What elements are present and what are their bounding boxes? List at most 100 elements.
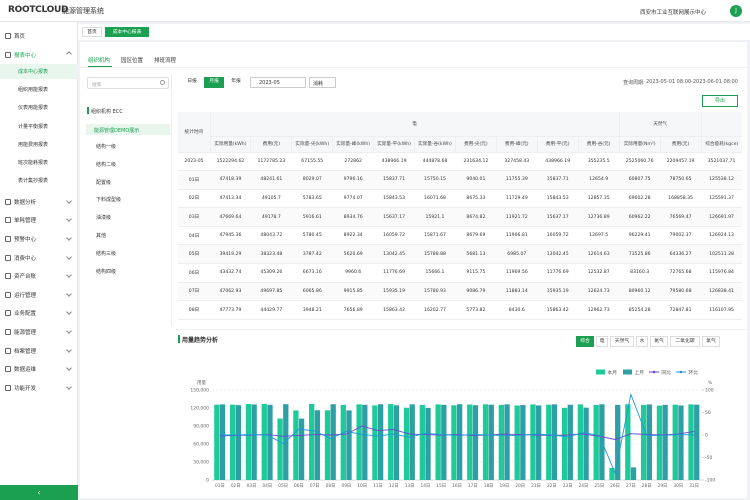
org-name[interactable]: 西安市工业互联网展示中心 — [640, 8, 706, 16]
submenu-label: 组织用能报表 — [18, 86, 48, 93]
submenu-label: 仪表用能报表 — [18, 104, 48, 111]
submenu-item[interactable]: 计量平衡报表 — [0, 119, 78, 134]
menu-icon — [5, 292, 11, 298]
legend-dot — [653, 371, 656, 374]
table-cell: 2209457.19 — [660, 152, 701, 171]
energy-button[interactable]: 综合 — [576, 336, 594, 347]
table-cell: 12624.73 — [578, 282, 619, 301]
bar — [473, 405, 478, 480]
tree-node[interactable]: 能源管理DEMO展示 — [86, 124, 170, 135]
submenu-item[interactable]: 仪表用能报表 — [0, 100, 78, 115]
select[interactable]: 消耗 — [309, 77, 336, 88]
y2-tick-label: -50 — [705, 455, 712, 461]
menu-item[interactable]: 资产台账 — [0, 268, 78, 284]
table-cell: 47945.36 — [210, 226, 251, 245]
menu-item[interactable]: 消费中心 — [0, 250, 78, 266]
date-input[interactable]: 2023-05 — [250, 77, 306, 88]
table-cell: 11921.72 — [496, 208, 537, 227]
submenu-item[interactable]: 用能费用报表 — [0, 137, 78, 152]
submenu-item[interactable]: 组织用能报表 — [0, 82, 78, 97]
period-button[interactable]: 月报 — [204, 77, 224, 88]
menu-item[interactable]: 数据分析 — [0, 194, 78, 210]
energy-button[interactable]: 天然气 — [610, 336, 634, 347]
search-icon — [160, 80, 165, 85]
menu-item[interactable]: 预警中心 — [0, 231, 78, 247]
menu-item[interactable]: 单耗管理 — [0, 212, 78, 228]
bar — [299, 419, 304, 480]
menu-item[interactable]: 功能开发 — [0, 380, 78, 396]
bar — [220, 404, 225, 480]
bar — [483, 404, 488, 480]
x-tick-label: 04日 — [262, 483, 272, 489]
search-box[interactable]: 搜索 — [87, 77, 169, 89]
energy-button[interactable]: 氮气 — [650, 336, 668, 347]
period-button[interactable]: 日报 — [182, 77, 202, 88]
avatar[interactable]: J — [730, 5, 742, 17]
bar — [293, 410, 298, 480]
menu-icon — [5, 52, 11, 58]
table-cell: 11776.69 — [374, 264, 415, 283]
menu-item[interactable]: 数据运维 — [0, 361, 78, 377]
bar — [394, 405, 399, 480]
tree-root[interactable]: 组织机构 ECC — [91, 108, 123, 115]
tree-child[interactable]: 配置级 — [96, 179, 111, 186]
energy-button[interactable]: 水 — [636, 336, 648, 347]
subtab[interactable]: 排班流程 — [154, 56, 176, 64]
table-cell: 43432.74 — [210, 264, 251, 283]
tree-child[interactable]: 结构四级 — [96, 268, 116, 275]
tree-child[interactable]: 油漆级 — [96, 214, 111, 221]
table-cell: 8934.76 — [333, 208, 374, 227]
menu-item[interactable]: 首页 — [0, 28, 78, 44]
tab[interactable]: 成本中心报表 — [105, 27, 149, 37]
tree-child[interactable]: 下料成型级 — [96, 196, 121, 203]
collapse-button[interactable]: ‹ — [0, 485, 78, 500]
table-cell: 16202.77 — [415, 301, 456, 320]
menu-item[interactable]: 能源管理 — [0, 324, 78, 340]
table-cell: 47413.34 — [210, 189, 251, 208]
date-value: 2023-05 — [259, 80, 280, 86]
table-cell: 15935.19 — [537, 282, 578, 301]
tree-child[interactable]: 结构二级 — [96, 161, 116, 168]
table-cell: 102511.28 — [701, 245, 742, 264]
table-cell: 1172785.23 — [251, 152, 292, 171]
tree-child[interactable]: 其他 — [96, 232, 106, 239]
table-cell: 15863.42 — [374, 301, 415, 320]
column-header: 实际用量(kWh) — [210, 136, 251, 152]
menu-item[interactable]: 档案管理 — [0, 343, 78, 359]
bar — [688, 404, 693, 480]
chevron — [66, 328, 72, 334]
tree-child[interactable]: 结构三级 — [96, 250, 116, 257]
table-cell: 438966.19 — [537, 152, 578, 171]
table-cell: 49178.7 — [251, 208, 292, 227]
y-tick-label: 120,000 — [190, 406, 209, 412]
table-cell: 05日 — [178, 245, 210, 264]
subtab[interactable]: 组织机构 — [88, 56, 110, 64]
export-button[interactable]: 导出 — [702, 95, 738, 107]
energy-button[interactable]: 二氧化碳 — [670, 336, 700, 347]
subtab[interactable]: 园区位置 — [121, 56, 143, 64]
bar — [441, 405, 446, 480]
period-button[interactable]: 年报 — [226, 77, 246, 88]
bar — [662, 405, 667, 480]
menu-item[interactable]: 业务配置 — [0, 305, 78, 321]
table-cell: 5773.82 — [455, 301, 496, 320]
menu-item[interactable]: 运行管理 — [0, 287, 78, 303]
bar — [236, 405, 241, 480]
table-cell: 80960.12 — [619, 282, 660, 301]
submenu-item[interactable]: 成本中心报表 — [0, 64, 78, 79]
table-cell: 5916.61 — [292, 208, 333, 227]
energy-button[interactable]: 氧气 — [702, 336, 720, 347]
table-cell: 115976.84 — [701, 264, 742, 283]
submenu-item[interactable]: 班次能耗报表 — [0, 155, 78, 170]
bar — [520, 405, 525, 480]
bar — [489, 405, 494, 480]
menu-item[interactable]: 报表中心 — [0, 47, 78, 63]
table-cell: 12697.5 — [578, 226, 619, 245]
tree-child[interactable]: 结构一级 — [96, 143, 116, 150]
submenu-item[interactable]: 表计集抄报表 — [0, 173, 78, 188]
legend-label: 环比 — [688, 369, 698, 376]
x-tick-label: 10日 — [357, 483, 367, 489]
bar — [451, 405, 456, 480]
tab[interactable]: 首页 — [82, 27, 102, 37]
energy-button[interactable]: 电 — [596, 336, 608, 347]
